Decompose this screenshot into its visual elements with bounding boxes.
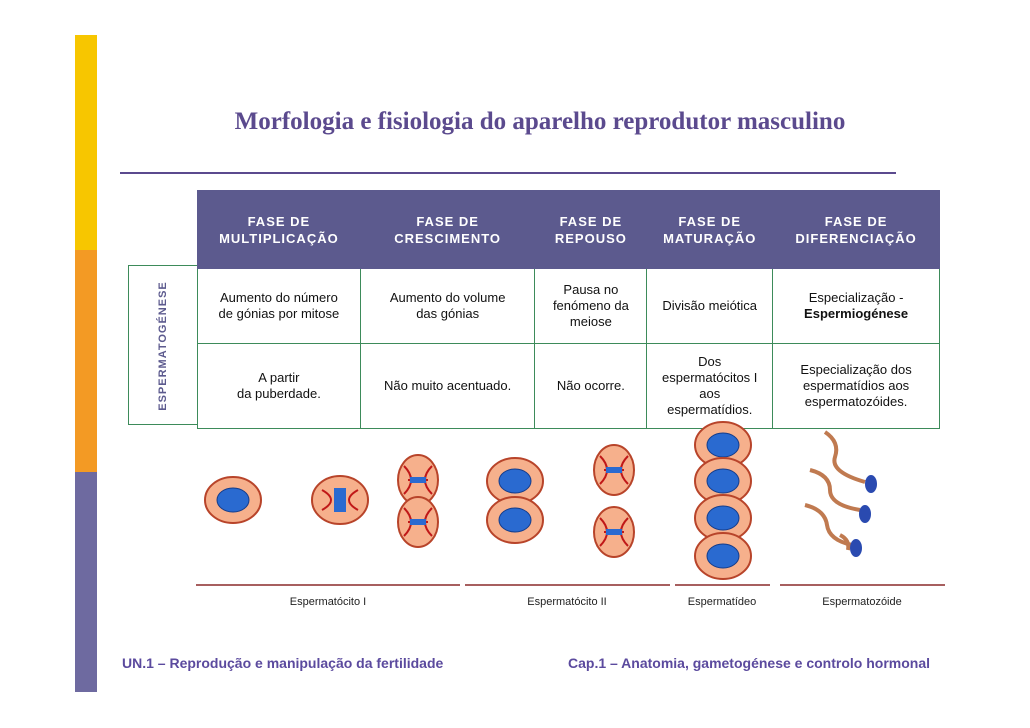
cell-text: espermatídios aos bbox=[802, 378, 910, 393]
cell-text: da puberdade. bbox=[236, 386, 321, 401]
header-text: FASE DE bbox=[559, 213, 623, 229]
cell-text: Especialização - bbox=[808, 290, 904, 305]
cell bbox=[397, 496, 439, 548]
stage-label: Espermatócito II bbox=[527, 596, 607, 608]
row: Aumento do número de gónias por mitose Aum… bbox=[197, 268, 940, 344]
cell: Não ocorre. bbox=[534, 343, 648, 429]
cell-text: Espermiogénese bbox=[804, 306, 909, 321]
cell-text: Aumento do volume bbox=[389, 290, 506, 305]
sperm-heads bbox=[850, 475, 877, 557]
header-row: FASE DE MULTIPLICAÇÃO FASE DE CRESCIMENTO FA… bbox=[197, 190, 940, 269]
header-cell: FASE DE CRESCIMENTO bbox=[359, 190, 536, 269]
header-text: DIFERENCIAÇÃO bbox=[795, 230, 917, 246]
cell-text: aos bbox=[699, 386, 721, 401]
cell: A partir da puberdade. bbox=[197, 343, 361, 429]
cell bbox=[593, 444, 635, 496]
header-text: MATURAÇÃO bbox=[663, 230, 757, 246]
cell-text: Especialização dos bbox=[800, 362, 912, 377]
cell: Não muito acentuado. bbox=[359, 343, 536, 429]
stage-label: Espermatócito I bbox=[289, 596, 367, 608]
bar-purple bbox=[75, 472, 97, 692]
title: Morfologia e fisiologia do aparelho repr… bbox=[234, 108, 846, 135]
cell-text: das gónias bbox=[416, 306, 480, 321]
cell-text: espermatozóides. bbox=[804, 394, 908, 409]
cell-text: meiose bbox=[569, 314, 612, 329]
cell bbox=[593, 506, 635, 558]
cell: Pausa no fenómeno da meiose bbox=[534, 268, 648, 344]
cell: Especialização dos espermatídios aos esper… bbox=[772, 343, 940, 429]
cell-text: Divisão meiótica bbox=[662, 298, 758, 313]
stage-label: Espermatozóide bbox=[822, 596, 902, 608]
header-text: CRESCIMENTO bbox=[394, 230, 502, 246]
side-box: ESPERMATOGÉNESE bbox=[128, 265, 197, 425]
row: A partir da puberdade. Não muito acentuado… bbox=[197, 343, 940, 429]
footer-right: Cap.1 – Anatomia, gametogénese e control… bbox=[568, 655, 930, 671]
cell-text: Não muito acentuado. bbox=[384, 378, 512, 393]
header-text: FASE DE bbox=[247, 213, 311, 229]
bar-yellow bbox=[75, 35, 97, 250]
header-text: REPOUSO bbox=[554, 230, 627, 246]
cell: Aumento do volume das gónias bbox=[359, 268, 536, 344]
header-text: FASE DE bbox=[824, 213, 888, 229]
cell bbox=[486, 496, 544, 544]
cell-text: Não ocorre. bbox=[556, 378, 625, 393]
footer-left: UN.1 – Reprodução e manipulação da ferti… bbox=[122, 655, 444, 671]
cell: Especialização - Espermiogénese bbox=[772, 268, 940, 344]
header-text: MULTIPLICAÇÃO bbox=[219, 230, 339, 246]
header-cell: FASE DE REPOUSO bbox=[534, 190, 648, 269]
cell-text: de gónias por mitose bbox=[218, 306, 340, 321]
header-cell: FASE DE MATURAÇÃO bbox=[646, 190, 774, 269]
stage-label: Espermatídeo bbox=[687, 596, 757, 608]
bar-orange bbox=[75, 250, 97, 472]
cell: Aumento do número de gónias por mitose bbox=[197, 268, 361, 344]
cell: Divisão meiótica bbox=[646, 268, 774, 344]
cells bbox=[694, 421, 752, 580]
cell-text: Aumento do número bbox=[220, 290, 338, 305]
cell-text: Dos bbox=[698, 354, 722, 369]
table: FASE DE MULTIPLICAÇÃO FASE DE CRESCIMENTO FA… bbox=[197, 190, 940, 429]
header-cell: FASE DE DIFERENCIAÇÃO bbox=[772, 190, 940, 269]
header-text: FASE DE bbox=[416, 213, 479, 229]
cell bbox=[311, 475, 369, 525]
cell-text: fenómeno da bbox=[552, 298, 629, 313]
cell-text: Pausa no bbox=[563, 282, 619, 297]
header-cell: FASE DE MULTIPLICAÇÃO bbox=[197, 190, 361, 269]
sperm bbox=[804, 430, 866, 551]
header-text: FASE DE bbox=[678, 213, 742, 229]
cell bbox=[204, 476, 262, 524]
cell-text: A partir bbox=[258, 370, 300, 385]
title-rule bbox=[120, 172, 896, 174]
cell-text: espermatídios. bbox=[667, 402, 753, 417]
cell-text: espermatócitos I bbox=[662, 370, 758, 385]
